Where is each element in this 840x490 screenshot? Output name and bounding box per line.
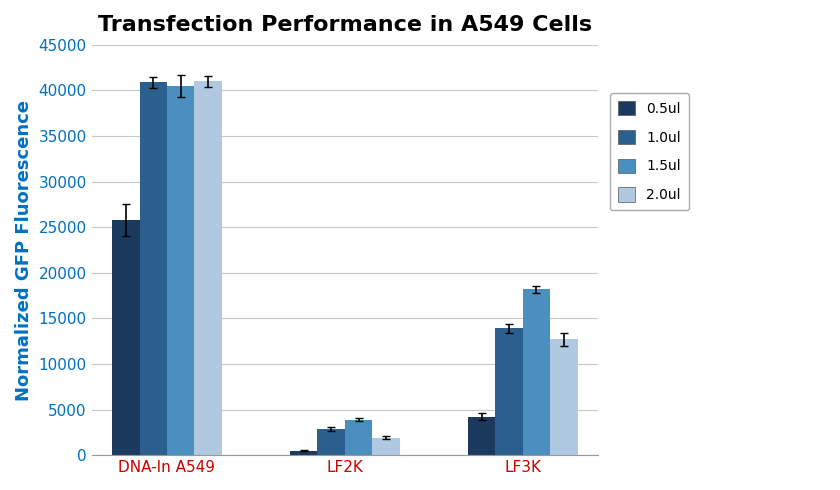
Y-axis label: Normalized GFP Fluorescence: Normalized GFP Fluorescence <box>15 99 33 400</box>
Bar <box>496 328 522 455</box>
Bar <box>167 86 194 455</box>
Legend: 0.5ul, 1.0ul, 1.5ul, 2.0ul: 0.5ul, 1.0ul, 1.5ul, 2.0ul <box>610 93 689 210</box>
Bar <box>372 438 400 455</box>
Bar <box>139 82 167 455</box>
Bar <box>345 419 372 455</box>
Bar <box>522 289 550 455</box>
Title: Transfection Performance in A549 Cells: Transfection Performance in A549 Cells <box>97 15 592 35</box>
Bar <box>290 451 318 455</box>
Bar <box>550 340 578 455</box>
Bar <box>468 417 496 455</box>
Bar <box>113 220 139 455</box>
Bar <box>194 81 222 455</box>
Bar <box>318 429 345 455</box>
